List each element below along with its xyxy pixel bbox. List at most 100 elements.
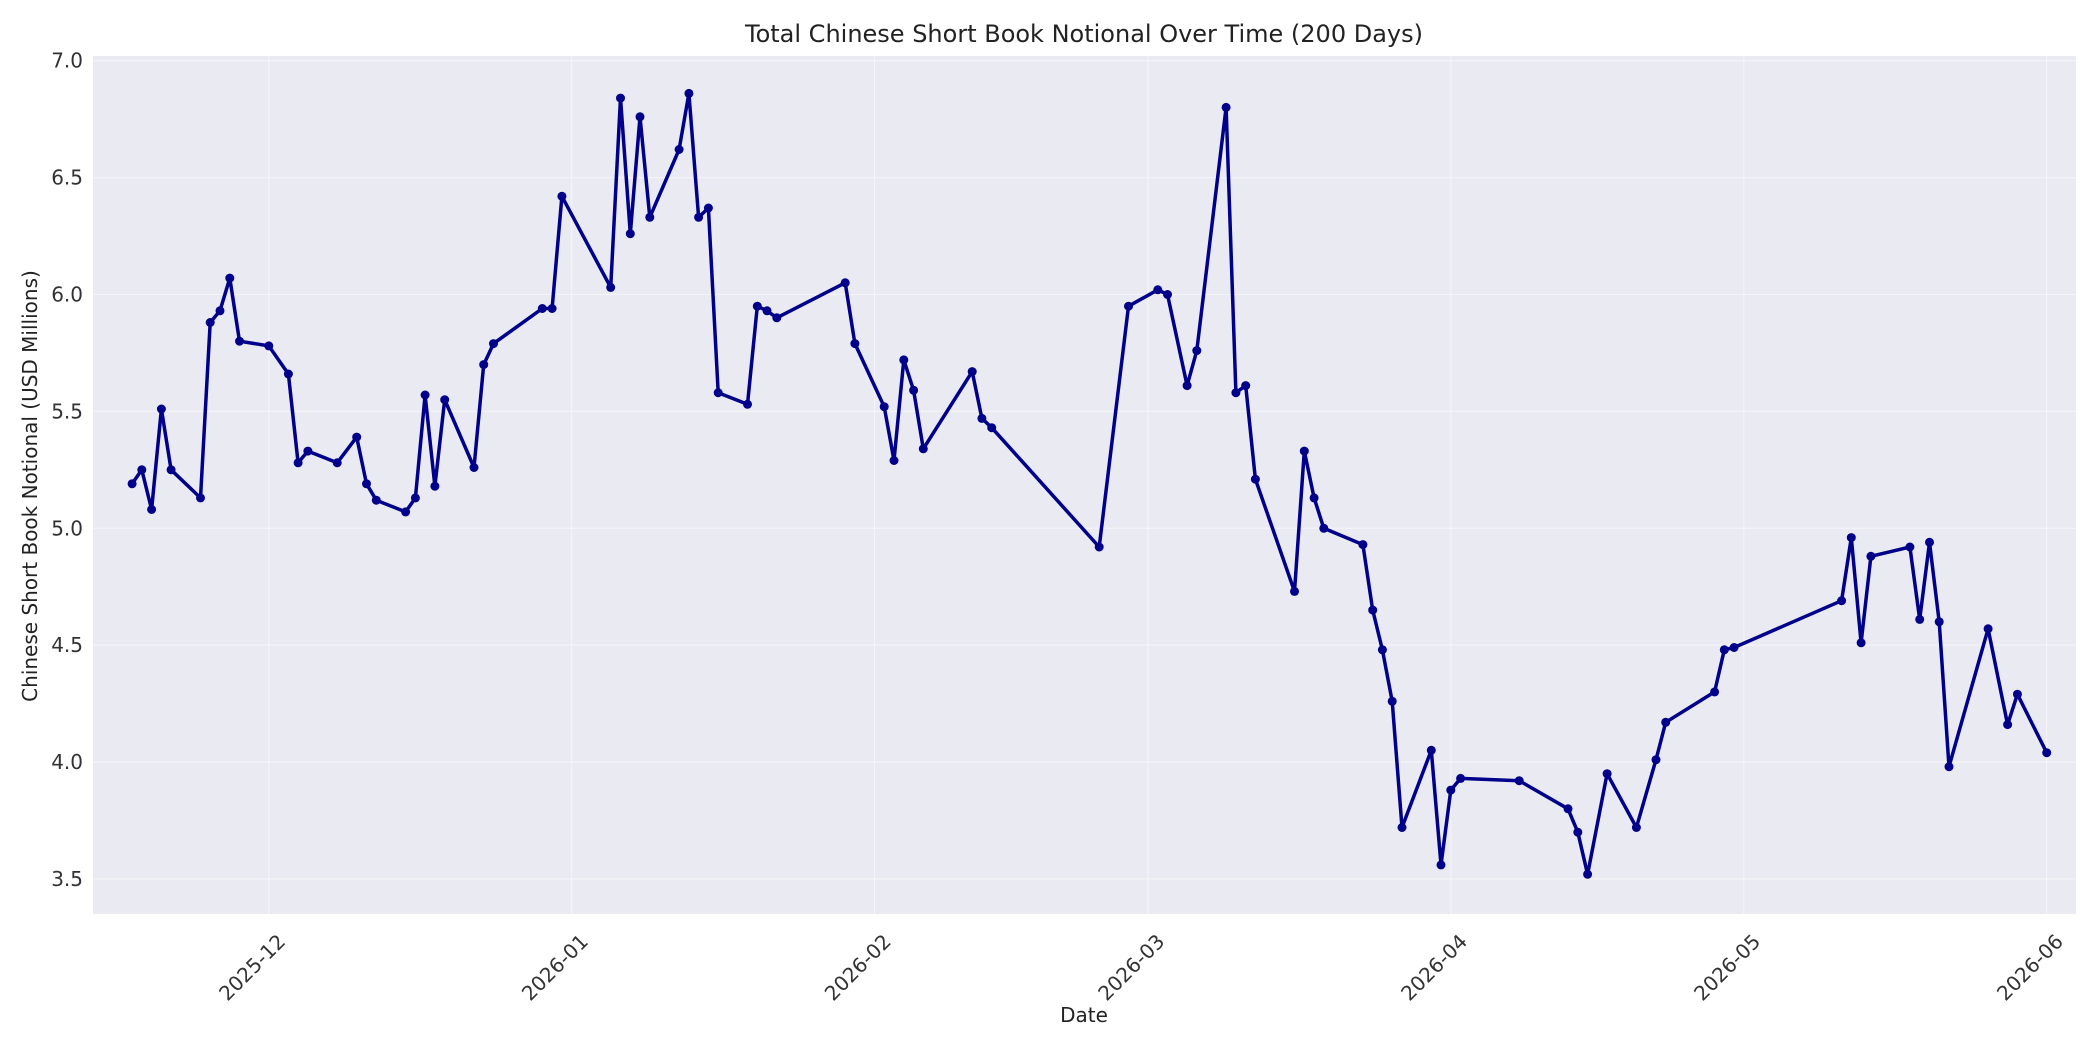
data-point — [1934, 617, 1944, 627]
x-tick-label: 2026-03 — [1093, 929, 1169, 1005]
data-point — [1856, 638, 1866, 648]
data-point — [283, 369, 293, 379]
data-point — [752, 301, 762, 311]
data-point — [1837, 596, 1847, 606]
data-point — [987, 423, 997, 433]
y-tick-label: 5.0 — [51, 516, 83, 540]
data-point — [635, 112, 645, 122]
data-point — [1719, 645, 1729, 655]
data-point — [879, 402, 889, 412]
plot-area — [93, 56, 2076, 914]
data-point — [332, 458, 342, 468]
y-tick-label: 6.0 — [51, 282, 83, 306]
y-tick-label: 6.5 — [51, 166, 83, 190]
y-axis-label: Chinese Short Book Notional (USD Million… — [18, 270, 42, 702]
data-point — [1163, 290, 1172, 299]
data-point — [410, 493, 420, 503]
x-tick-label: 2026-06 — [1992, 929, 2068, 1005]
data-point — [1446, 785, 1456, 795]
data-point — [1377, 645, 1387, 655]
data-point — [156, 404, 166, 414]
data-point — [1221, 102, 1231, 112]
data-point — [1358, 540, 1368, 550]
data-point — [1944, 762, 1954, 772]
y-axis-ticks: 3.5 4.0 4.5 5.0 5.5 6.0 6.5 7.0 — [51, 49, 83, 891]
x-tick-label: 2026-04 — [1396, 929, 1472, 1005]
data-point — [1602, 769, 1612, 779]
y-tick-label: 4.5 — [51, 633, 83, 657]
data-point — [420, 390, 430, 400]
data-point — [557, 191, 567, 201]
data-point — [1866, 551, 1876, 561]
data-point — [196, 493, 205, 503]
data-point — [918, 444, 928, 454]
data-point — [352, 432, 362, 442]
data-point — [1661, 717, 1671, 727]
data-point — [1153, 285, 1163, 295]
data-point — [645, 212, 655, 222]
data-point — [469, 463, 479, 472]
data-point — [1915, 614, 1925, 624]
data-point — [1290, 586, 1299, 596]
x-axis-ticks: 2025-12 2026-01 2026-02 2026-03 2026-04 2026-… — [214, 929, 2068, 1005]
y-tick-label: 3.5 — [51, 867, 83, 891]
data-point — [850, 339, 860, 349]
data-point — [127, 479, 137, 489]
data-point — [1426, 745, 1436, 755]
data-point — [2003, 720, 2013, 730]
data-point — [1905, 542, 1915, 552]
data-point — [235, 336, 244, 346]
data-point — [264, 341, 274, 351]
grid-lines — [93, 56, 2076, 914]
data-point — [743, 399, 752, 409]
data-point — [1573, 827, 1583, 837]
data-point — [1182, 381, 1192, 391]
data-point — [1192, 346, 1202, 356]
data-point — [889, 456, 899, 465]
data-point — [1846, 533, 1856, 543]
data-point — [205, 318, 215, 327]
chart-title: Total Chinese Short Book Notional Over T… — [744, 20, 1423, 48]
data-point — [401, 507, 411, 517]
y-tick-label: 4.0 — [51, 750, 83, 774]
data-point — [762, 306, 772, 316]
data-point — [606, 282, 616, 292]
data-point — [362, 479, 371, 489]
data-point — [430, 481, 440, 491]
series-line — [130, 91, 2049, 877]
data-point — [694, 212, 704, 222]
data-point — [772, 313, 782, 323]
data-point — [1925, 537, 1934, 547]
data-point — [479, 360, 489, 370]
data-point — [547, 304, 557, 313]
data-point — [303, 446, 313, 456]
data-point — [1651, 755, 1661, 765]
data-point — [1514, 776, 1524, 786]
y-tick-label: 7.0 — [51, 49, 83, 73]
data-point — [1368, 605, 1378, 615]
data-point — [625, 229, 635, 239]
data-point — [371, 495, 381, 505]
data-point — [703, 203, 713, 213]
data-point — [967, 367, 977, 377]
x-tick-label: 2026-02 — [820, 929, 896, 1005]
data-point — [440, 395, 450, 405]
data-point — [1124, 301, 1133, 311]
data-point — [2012, 689, 2022, 699]
x-tick-label: 2026-01 — [517, 929, 593, 1005]
x-tick-label: 2025-12 — [214, 929, 290, 1005]
data-point — [1563, 804, 1573, 814]
x-axis-label: Date — [1060, 1003, 1108, 1027]
data-point — [2042, 748, 2052, 758]
data-point — [674, 145, 684, 154]
data-point — [1456, 773, 1466, 783]
data-point — [1436, 860, 1446, 870]
data-point — [225, 273, 235, 283]
data-point — [293, 458, 303, 468]
data-point — [1729, 643, 1739, 652]
y-tick-label: 5.5 — [51, 399, 83, 423]
data-points — [127, 88, 2052, 879]
data-point — [147, 505, 157, 514]
